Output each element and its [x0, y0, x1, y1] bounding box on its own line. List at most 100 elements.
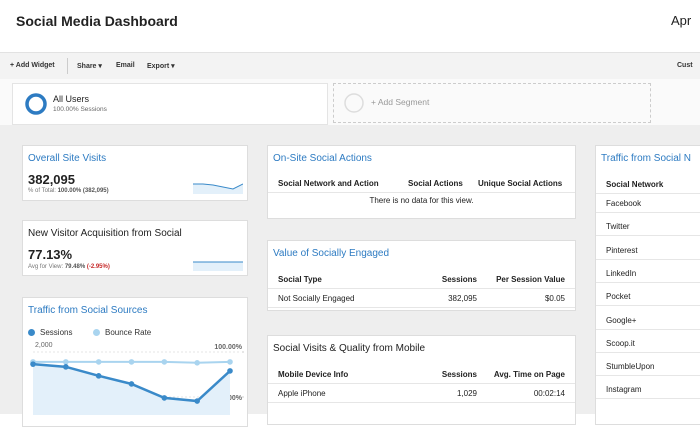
table-cell: Not Socially Engaged [278, 294, 355, 303]
column-header: Social Actions [408, 179, 463, 188]
note-label: Avg for View: [28, 264, 64, 270]
column-header: Avg. Time on Page [493, 370, 565, 379]
share-label: Share [77, 63, 97, 70]
column-header: Per Session Value [496, 275, 565, 284]
row-divider [268, 288, 575, 289]
column-header: Sessions [441, 275, 477, 284]
legend-swatch [28, 329, 35, 336]
note-label: % of Total: [28, 188, 56, 194]
row-divider [596, 328, 700, 330]
series-point [161, 395, 168, 401]
column-header: Sessions [441, 370, 477, 379]
widget-title: New Visitor Acquisition from Social [28, 228, 182, 239]
series-point [194, 360, 200, 366]
y-tick-label: 2,000 [35, 342, 53, 349]
legend-label: Bounce Rate [105, 328, 152, 337]
column-header: Social Network [606, 180, 664, 189]
empty-message: There is no data for this view. [369, 196, 474, 205]
series-point [161, 359, 168, 365]
widget-overall-visits: Overall Site Visits 382,095 % of Total: … [22, 145, 248, 201]
add-widget-button[interactable]: + Add Widget [10, 62, 55, 69]
series-point [95, 359, 102, 365]
segment-all-users[interactable]: All Users 100.00% Sessions [12, 83, 328, 125]
dashboard-screen: Social Media Dashboard Apr + Add Widget … [0, 13, 700, 427]
row-divider [596, 375, 700, 377]
y2-tick-label: 50.00% [218, 395, 243, 402]
segment-icon [25, 93, 47, 115]
row-divider [596, 305, 700, 307]
series-point [128, 359, 135, 365]
series-point [194, 398, 200, 404]
series-point [128, 381, 135, 387]
widget-title: Traffic from Social Sources [28, 305, 148, 316]
series-area [33, 364, 230, 415]
table-cell: Twitter [606, 222, 630, 232]
share-button[interactable]: Share ▾ [77, 63, 102, 70]
row-divider [596, 351, 700, 353]
widget-title: Social Visits & Quality from Mobile [273, 343, 426, 354]
customize-button[interactable]: Cust [677, 62, 693, 69]
segment-detail: 100.00% Sessions [53, 106, 107, 113]
row-divider [596, 398, 700, 400]
date-range[interactable]: Apr [671, 13, 692, 28]
widget-onsite-actions: On-Site Social Actions Social Network an… [267, 145, 576, 219]
sparkline [193, 261, 243, 271]
metric-value: 382,095 [28, 172, 75, 187]
add-segment[interactable]: + Add Segment [333, 83, 651, 123]
note-value: 100.00% (382,095) [57, 188, 109, 194]
separator [67, 58, 68, 74]
row-divider [268, 383, 575, 384]
row-divider [596, 212, 700, 213]
note-change: (-2.95%) [86, 264, 110, 270]
export-label: Export [147, 63, 170, 70]
series-point [63, 364, 69, 370]
sparkline [193, 183, 243, 194]
email-button[interactable]: Email [116, 62, 135, 69]
row-divider [596, 193, 700, 194]
widget-mobile: Social Visits & Quality from Mobile Mobi… [267, 335, 576, 425]
table-cell: Facebook [606, 199, 642, 208]
table-cell: StumbleUpon [606, 362, 655, 372]
series-point [30, 361, 36, 367]
table-cell: Apple iPhone [278, 389, 326, 398]
legend-swatch [93, 329, 100, 336]
table-cell: Scoop.it [606, 338, 635, 348]
widget-title: On-Site Social Actions [273, 153, 372, 164]
legend-label: Sessions [40, 328, 73, 337]
row-divider [596, 258, 700, 260]
series-point [95, 373, 102, 379]
export-button[interactable]: Export ▾ [147, 63, 175, 70]
chart-legend: Sessions Bounce Rate [28, 328, 238, 338]
column-header: Unique Social Actions [478, 179, 563, 188]
series-point [227, 359, 233, 365]
row-divider [268, 192, 575, 193]
table-cell: LinkedIn [606, 268, 637, 278]
toolbar: + Add Widget Share ▾ Email Export ▾ Cust [0, 52, 700, 80]
series-point [63, 359, 69, 365]
widget-social-sources: Traffic from Social Sources Sessions Boun… [22, 297, 248, 427]
widget-new-visitor: New Visitor Acquisition from Social 77.1… [22, 220, 248, 276]
widget-title: Overall Site Visits [28, 153, 107, 164]
add-segment-label: + Add Segment [371, 97, 430, 107]
note-value: 79.48% [64, 264, 86, 270]
metric-note: Avg for View: 79.48% (-2.95%) [28, 264, 110, 270]
column-header: Social Network and Action [278, 179, 379, 188]
column-header: Social Type [278, 275, 322, 284]
page-title: Social Media Dashboard [16, 13, 178, 29]
table-cell: Google+ [606, 315, 637, 325]
table-cell: 1,029 [456, 389, 477, 398]
table-cell: Instagram [606, 385, 642, 395]
metric-note: % of Total: 100.00% (382,095) [28, 188, 109, 194]
metric-value: 77.13% [28, 247, 73, 262]
table-cell: 00:02:14 [533, 389, 565, 398]
table-cell: 382,095 [448, 294, 477, 303]
row-divider [596, 235, 700, 237]
column-header: Mobile Device Info [278, 370, 349, 379]
table-cell: Pinterest [606, 245, 638, 255]
widget-social-network: Traffic from Social N Social Network Face… [595, 145, 700, 425]
segment-name: All Users [53, 94, 90, 104]
widget-socially-engaged: Value of Socially Engaged Social Type Ses… [267, 240, 576, 311]
y2-tick-label: 100.00% [214, 344, 242, 351]
row-divider [268, 307, 575, 308]
